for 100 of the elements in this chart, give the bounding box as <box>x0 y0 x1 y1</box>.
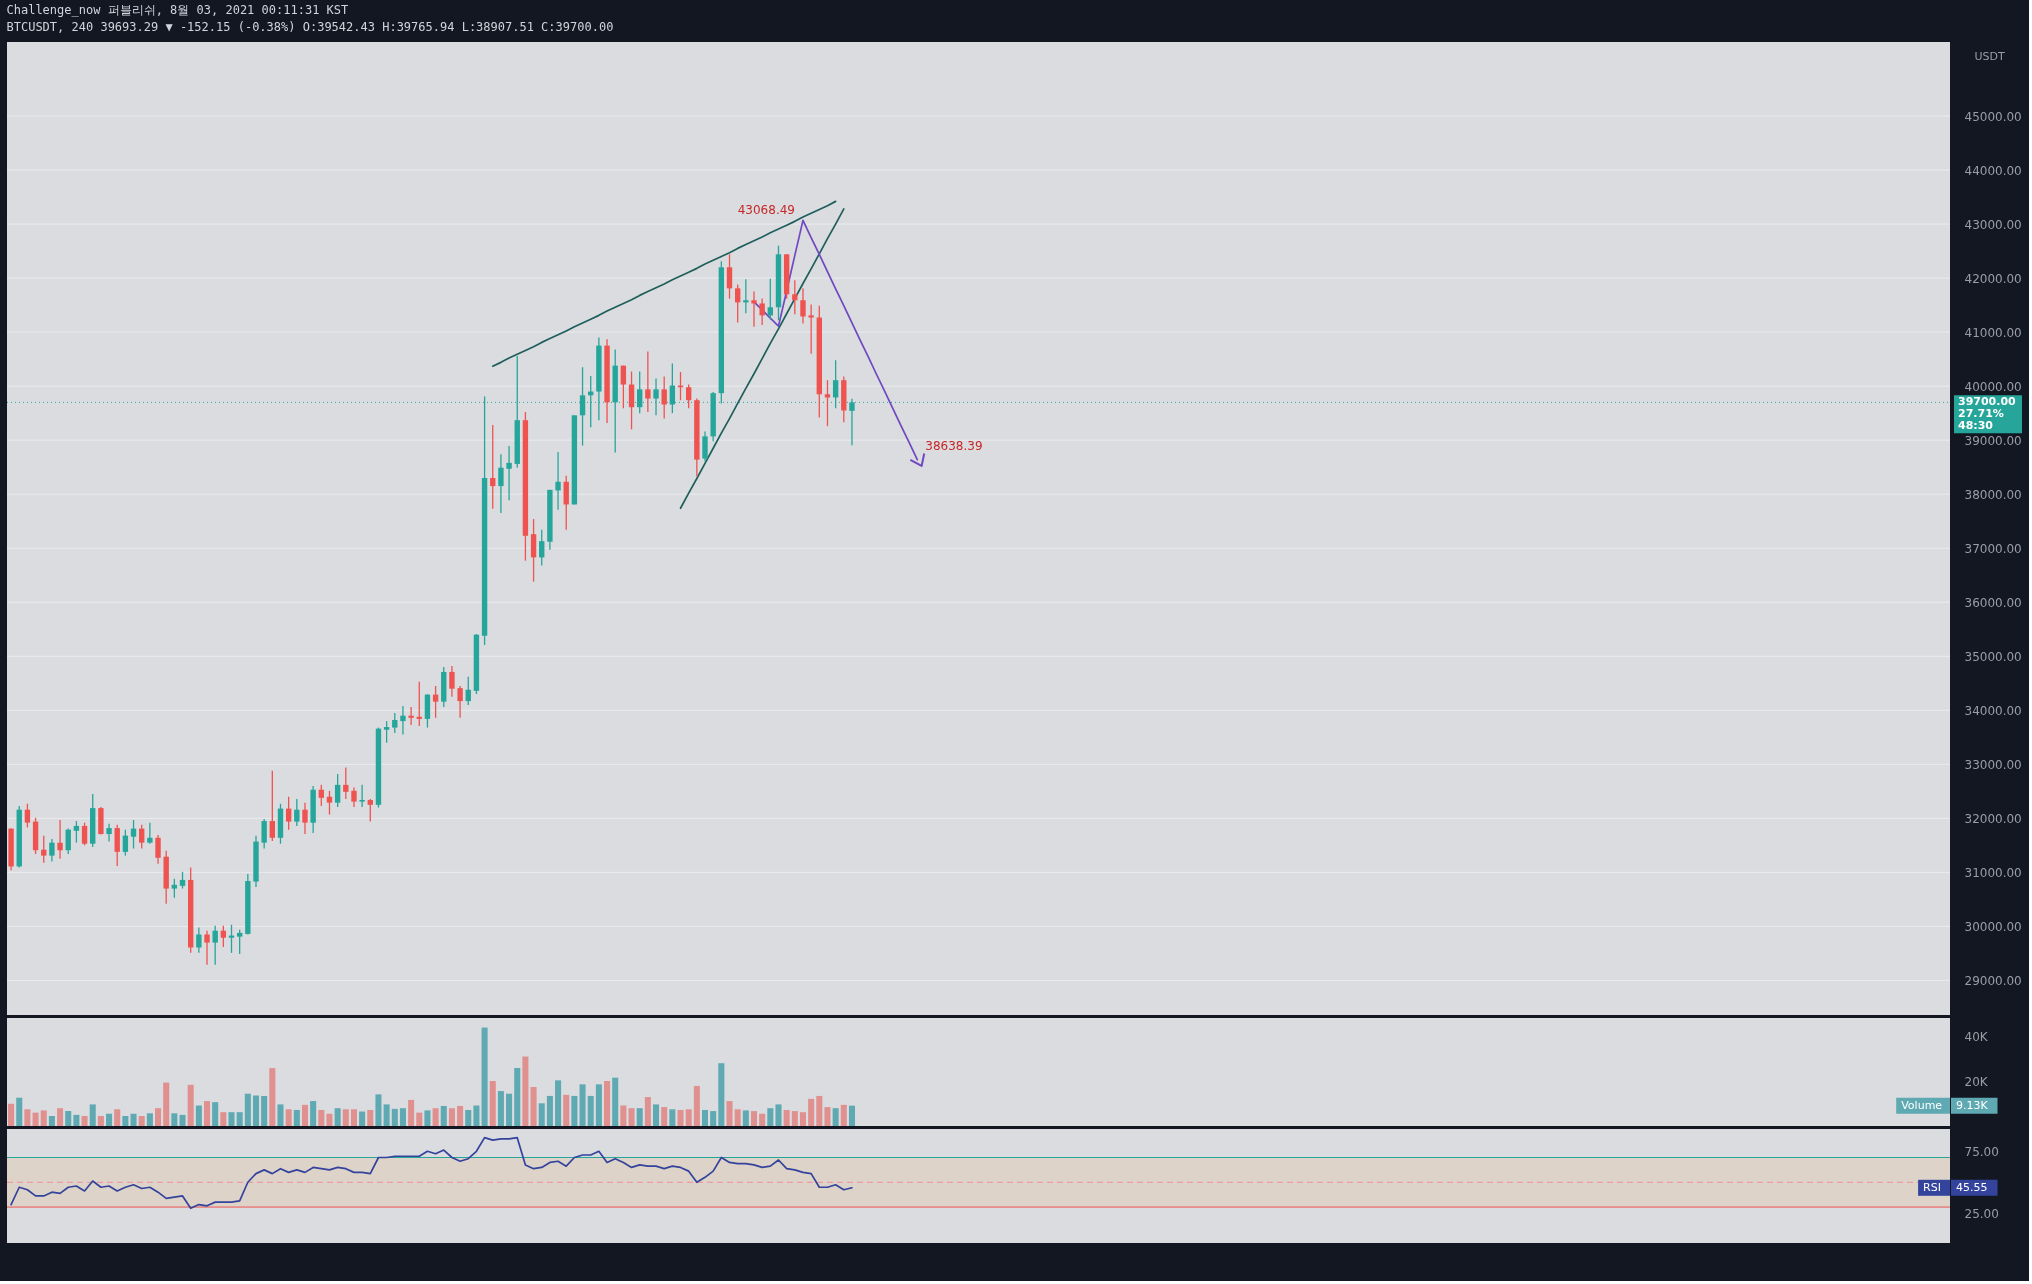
bar <box>448 1108 455 1126</box>
bar <box>620 1105 627 1126</box>
candlestick <box>351 786 357 808</box>
bar <box>424 1110 431 1126</box>
y-tick-label: 29000.00 <box>1964 973 2022 988</box>
candlestick <box>383 720 390 744</box>
candlestick <box>759 297 765 326</box>
bar <box>791 1111 798 1126</box>
candlestick <box>539 529 545 567</box>
bar <box>514 1068 521 1126</box>
y-tick-label: 35000.00 <box>1964 649 2022 664</box>
bar <box>32 1112 39 1126</box>
text: 9.13K <box>1956 1098 1989 1112</box>
bar <box>236 1112 243 1126</box>
y-tick-label: 37000.00 <box>1964 541 2022 556</box>
candlestick <box>400 705 406 736</box>
bar <box>832 1108 839 1126</box>
candlestick <box>41 834 47 864</box>
candlestick <box>359 784 365 808</box>
bar <box>195 1105 202 1126</box>
text: 45.55 <box>1956 1180 1988 1194</box>
bar <box>48 1115 55 1126</box>
y-tick-label: 41000.00 <box>1964 325 2022 340</box>
y-tick-label: 43000.00 <box>1964 217 2022 232</box>
candlestick <box>800 287 806 325</box>
bar <box>563 1094 570 1126</box>
candlestick <box>139 824 145 850</box>
bar <box>179 1114 186 1126</box>
candlestick <box>563 475 569 531</box>
candlestick <box>24 803 31 829</box>
candlestick <box>114 824 120 867</box>
bar <box>383 1104 390 1126</box>
bar <box>106 1113 113 1126</box>
candlestick <box>645 350 651 413</box>
bar <box>538 1103 545 1126</box>
bar <box>848 1105 855 1126</box>
candlestick <box>432 685 439 719</box>
bar <box>530 1087 537 1126</box>
bar <box>334 1108 341 1126</box>
y-tick-label: 32000.00 <box>1964 811 2022 826</box>
bar <box>252 1095 260 1126</box>
bar <box>701 1109 709 1126</box>
bar <box>497 1091 504 1126</box>
y-tick-label: 25.00 <box>1964 1206 1999 1221</box>
bar <box>506 1093 513 1126</box>
bar <box>8 1103 15 1126</box>
bar <box>734 1109 741 1126</box>
y-tick-label: 20K <box>1964 1074 1989 1089</box>
candlestick <box>653 377 659 416</box>
bar <box>677 1109 684 1126</box>
bar <box>163 1082 170 1126</box>
bar <box>710 1111 717 1126</box>
candlestick <box>49 838 55 863</box>
candlestick <box>767 277 774 320</box>
legend-label: Volume <box>1901 1098 1943 1112</box>
candlestick <box>220 925 227 948</box>
candlestick <box>506 445 512 501</box>
bar <box>440 1105 447 1126</box>
bar <box>759 1113 766 1126</box>
candlestick <box>57 819 63 860</box>
candlestick <box>302 802 308 835</box>
bar <box>277 1104 284 1126</box>
y-tick-label: 45000.00 <box>1964 109 2022 124</box>
bar <box>775 1104 782 1126</box>
candlestick <box>204 930 210 966</box>
bar <box>465 1109 472 1126</box>
bar <box>816 1095 823 1126</box>
y-tick-label: 30000.00 <box>1964 919 2022 934</box>
bar <box>808 1098 815 1126</box>
bar <box>767 1108 774 1126</box>
line-series <box>491 200 837 367</box>
bar <box>726 1101 733 1126</box>
candlestick <box>628 370 635 431</box>
bar <box>457 1105 464 1126</box>
bar <box>636 1108 643 1126</box>
chart-title: Challenge_now 퍼블리쉬, 8월 03, 2021 00:11:31 KST <box>6 3 349 17</box>
bar <box>81 1115 88 1126</box>
bar <box>473 1105 480 1126</box>
y-tick-label: 39000.00 <box>1964 433 2022 448</box>
candlestick <box>408 706 414 726</box>
bar <box>203 1101 211 1126</box>
bar <box>301 1104 308 1126</box>
text: 27.71% <box>1958 407 2004 421</box>
candlestick <box>285 796 292 831</box>
bar <box>555 1080 562 1126</box>
y-axis-title: USDT <box>1974 49 2005 63</box>
bar <box>669 1109 676 1126</box>
bar <box>824 1107 831 1126</box>
bar <box>350 1109 357 1126</box>
candlestick <box>326 790 333 816</box>
y-tick-label: 34000.00 <box>1964 703 2022 718</box>
bar <box>489 1081 496 1126</box>
candlestick <box>334 773 341 808</box>
candlestick <box>81 822 88 847</box>
candlestick <box>498 453 504 514</box>
candlestick <box>122 829 129 857</box>
data-label: 43068.49 <box>737 203 795 218</box>
bar <box>114 1109 121 1126</box>
candlestick <box>261 818 267 850</box>
bar <box>220 1112 227 1126</box>
